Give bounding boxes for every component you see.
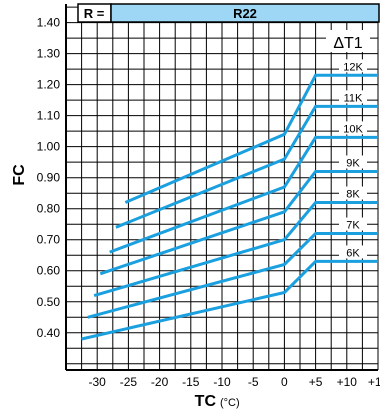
series-line-8K (93, 201, 378, 298)
series-label-11K: 11K (344, 92, 363, 104)
y-tick-label: 1.20 (37, 78, 61, 92)
x-axis-unit: (°C) (220, 397, 240, 409)
x-tick-label: +10 (337, 375, 358, 389)
y-tick-label: 0.50 (37, 295, 61, 309)
x-tick-label: 0 (281, 375, 288, 389)
series-label-bg (339, 217, 367, 231)
series-label-9K: 9K (346, 157, 360, 169)
y-tick-label: 1.40 (37, 16, 61, 30)
series-lines (81, 73, 378, 341)
series-label-bg (339, 121, 367, 135)
header-right-label: R22 (233, 6, 257, 21)
x-tick-label: +5 (309, 375, 323, 389)
series-label-10K: 10K (343, 123, 363, 135)
y-tick-label: 0.40 (37, 326, 61, 340)
series-line-10K (109, 135, 378, 254)
x-tick-label: +15 (368, 375, 380, 389)
y-tick-label: 1.10 (37, 109, 61, 123)
series-label-8K: 8K (346, 189, 360, 201)
x-tick-label: -15 (182, 375, 200, 389)
header-right-box (110, 3, 380, 23)
y-tick-label: 0.70 (37, 233, 61, 247)
header-left-label: R = (84, 6, 105, 21)
series-label-bg (339, 245, 367, 259)
series-label-6K: 6K (346, 247, 360, 259)
y-tick-label: 0.60 (37, 264, 61, 278)
y-tick-label: 0.90 (37, 171, 61, 185)
y-tick-labels: 1.40 1.30 1.20 1.10 1.00 0.90 0.80 0.70 0.60 0.50… (37, 16, 61, 340)
series-line-12K (124, 73, 378, 204)
series-label-bg (339, 186, 367, 200)
y-tick-label: 0.80 (37, 202, 61, 216)
x-tick-label: -25 (120, 375, 138, 389)
series-line-6K (81, 259, 378, 341)
plot-frame (65, 4, 378, 371)
series-line-7K (87, 232, 378, 319)
series-label-bg (339, 59, 367, 73)
legend-title-bg (326, 30, 370, 52)
series-labels: 6K 7K 8K 9K 10K 11K 12K (339, 59, 367, 259)
series-label-bg (339, 155, 367, 169)
y-tick-label: 1.30 (37, 47, 61, 61)
series-label-bg (339, 90, 367, 104)
y-tick-label: 1.00 (37, 140, 61, 154)
series-line-9K (99, 170, 378, 276)
y-axis-title: FC (11, 164, 28, 186)
x-tick-label: -30 (89, 375, 107, 389)
legend-title: ΔT1 (333, 35, 362, 52)
x-tick-label: -20 (151, 375, 169, 389)
series-line-11K (115, 104, 378, 229)
x-tick-label: -10 (213, 375, 231, 389)
x-axis-title: TC (195, 393, 217, 410)
series-label-12K: 12K (343, 61, 363, 73)
x-tick-label: -5 (248, 375, 259, 389)
series-label-7K: 7K (346, 220, 360, 232)
grid (65, 4, 379, 370)
x-tick-labels: -30 -25 -20 -15 -10 -5 0 +5 +10 +15 (89, 375, 380, 389)
